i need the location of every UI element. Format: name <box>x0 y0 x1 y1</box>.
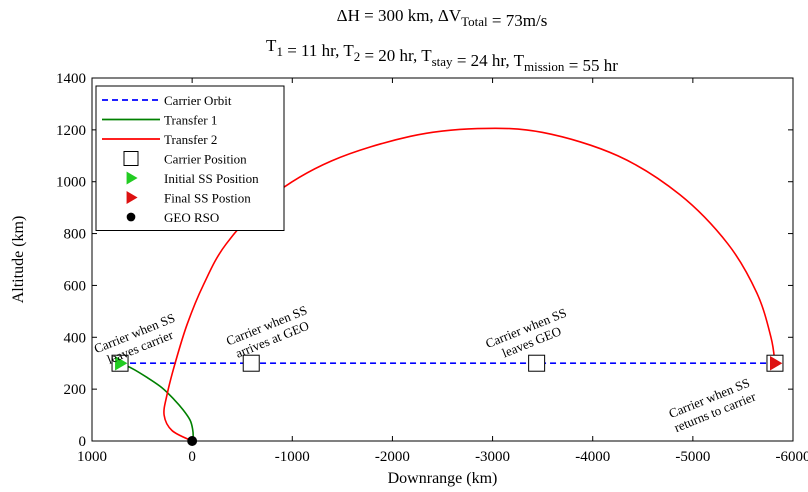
marker-geo-rso <box>187 436 198 446</box>
y-tick-label: 600 <box>64 278 87 294</box>
marker-layer <box>111 354 784 446</box>
x-tick-label: -2000 <box>375 449 410 465</box>
legend: Carrier Orbit Transfer 1 Transfer 2 Carrier… <box>95 85 285 231</box>
y-tick-label: 1000 <box>56 175 86 191</box>
plot-area <box>91 77 794 442</box>
marker-carrier-position <box>528 354 546 372</box>
marker-initial-ss-position <box>126 171 138 185</box>
y-tick-label: 1200 <box>56 123 86 139</box>
y-axis-label: Altitude (km) <box>10 216 27 304</box>
legend-label-carrier-position: Carrier Position <box>164 152 247 167</box>
marker-geo-rso <box>126 212 136 222</box>
legend-label-geo-rso: GEO RSO <box>164 210 219 225</box>
series-line-transfer-1 <box>119 362 194 442</box>
marker-initial-ss-position <box>115 355 128 371</box>
x-tick-label: 0 <box>188 449 196 465</box>
marker-final-ss-postion <box>769 355 783 371</box>
series-line-transfer-2 <box>163 127 776 442</box>
legend-label-initial-ss-position: Initial SS Position <box>164 171 259 186</box>
legend-label-transfer-1: Transfer 1 <box>164 113 217 128</box>
chart-title-line1: ΔH = 300 km, ΔVTotal = 73m/s <box>337 6 548 30</box>
marker-carrier-position <box>242 354 260 372</box>
x-tick-label: -6000 <box>776 449 808 465</box>
series-layer <box>119 127 776 442</box>
y-tick-label: 800 <box>64 227 87 243</box>
x-tick-label: -5000 <box>675 449 710 465</box>
x-tick-label: -1000 <box>275 449 310 465</box>
chart-title-line2: T1 = 11 hr, T2 = 20 hr, Tstay = 24 hr, T… <box>266 36 618 75</box>
y-tick-label: 1400 <box>56 71 86 87</box>
x-tick-label: -4000 <box>575 449 610 465</box>
x-axis-label: Downrange (km) <box>388 470 498 487</box>
y-tick-label: 400 <box>64 330 87 346</box>
marker-final-ss-postion <box>126 191 138 204</box>
legend-label-carrier-orbit: Carrier Orbit <box>164 93 232 108</box>
y-tick-label: 200 <box>64 382 87 398</box>
legend-label-transfer-2: Transfer 2 <box>164 132 217 147</box>
marker-carrier-position <box>123 151 139 166</box>
legend-label-final-ss-postion: Final SS Postion <box>164 191 251 206</box>
x-tick-label: -3000 <box>475 449 510 465</box>
y-tick-label: 0 <box>79 434 87 450</box>
chart-title: ΔH = 300 km, ΔVTotal = 73m/s T1 = 11 hr, … <box>266 6 618 75</box>
x-tick-label: 1000 <box>77 449 107 465</box>
axis-ticks: 1000 0 -1000 -2000 -3000 -4000 -5000 -600002004… <box>56 71 808 465</box>
